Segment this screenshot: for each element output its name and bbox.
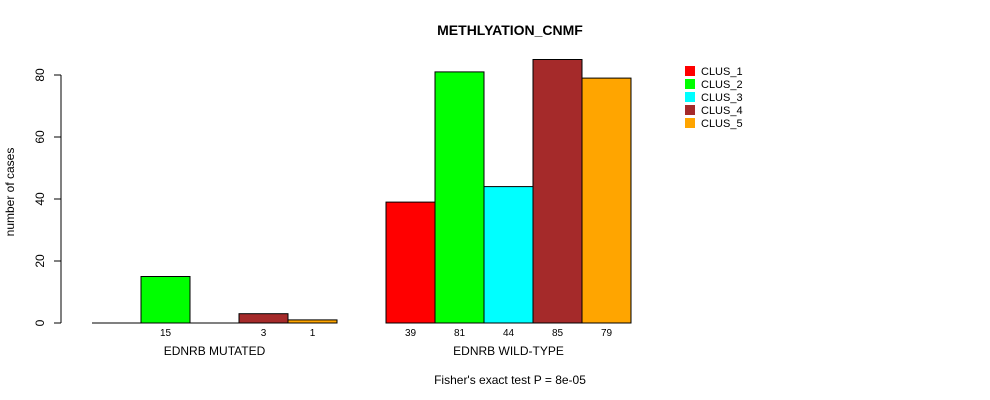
bar-clus-2	[434, 71, 485, 324]
bar-clus-5	[581, 77, 632, 324]
bar-value-labels: 15 3 1 39 81 44 85 79	[160, 328, 613, 339]
legend-swatch	[685, 66, 695, 76]
bar-clus-4	[238, 313, 289, 324]
bar-clus-2	[140, 276, 191, 324]
group-label: EDNRB MUTATED	[164, 344, 266, 358]
bars	[92, 59, 632, 324]
legend-swatch	[685, 79, 695, 89]
legend-swatch	[685, 92, 695, 102]
y-axis-label: number of cases	[3, 148, 17, 237]
legend-swatch	[685, 105, 695, 115]
y-tick-label: 20	[33, 254, 47, 268]
y-tick-label: 40	[33, 192, 47, 206]
legend-label: CLUS_1	[701, 66, 743, 78]
bar-clus-4	[532, 59, 583, 324]
bar-value-label: 85	[552, 328, 564, 339]
bar-value-label: 81	[454, 328, 466, 339]
y-axis: 0 20 40 60 80	[33, 68, 62, 326]
bar-value-label: 44	[503, 328, 515, 339]
legend-label: CLUS_2	[701, 79, 743, 91]
group-label: EDNRB WILD-TYPE	[453, 344, 564, 358]
chart-title: METHLYATION_CNMF	[437, 22, 583, 38]
legend-label: CLUS_5	[701, 118, 743, 130]
bar-clus-5	[287, 319, 338, 324]
legend-swatch	[685, 118, 695, 128]
y-tick-label: 60	[33, 130, 47, 144]
bar-clus-1	[385, 201, 436, 324]
bar-value-label: 39	[405, 328, 417, 339]
bar-value-label: 3	[261, 328, 267, 339]
group-labels: EDNRB MUTATED EDNRB WILD-TYPE	[164, 344, 564, 358]
bar-clus-3	[483, 186, 534, 324]
bar-value-label: 1	[310, 328, 316, 339]
y-tick-label: 0	[33, 319, 47, 326]
y-tick-label: 80	[33, 68, 47, 82]
footnote: Fisher's exact test P = 8e-05	[434, 373, 586, 387]
bar-value-label: 15	[160, 328, 172, 339]
legend-label: CLUS_4	[701, 105, 743, 117]
legend-label: CLUS_3	[701, 92, 743, 104]
bar-value-label: 79	[601, 328, 613, 339]
